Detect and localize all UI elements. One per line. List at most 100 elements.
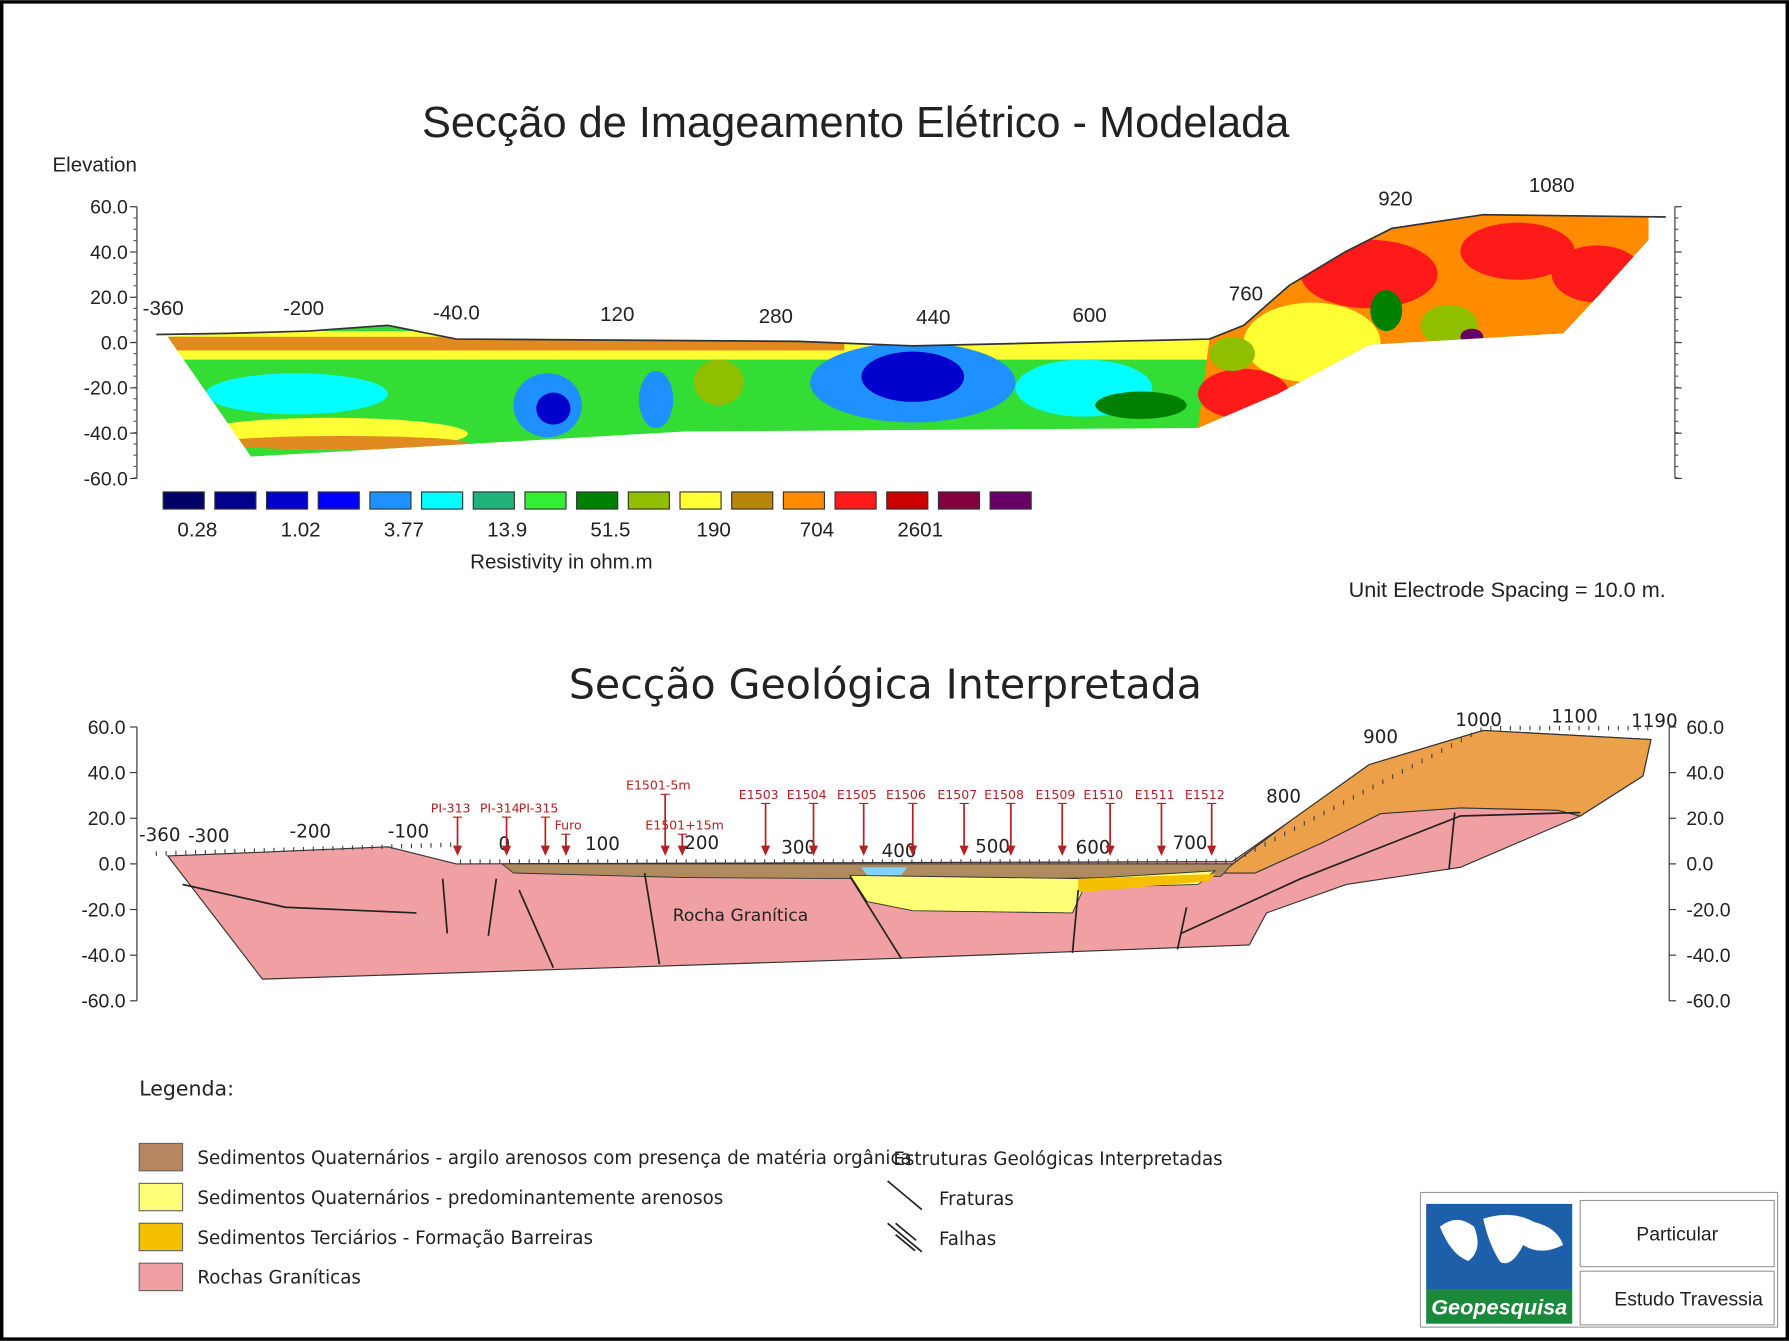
y-axis-label: Elevation bbox=[52, 153, 136, 176]
well-head bbox=[502, 845, 512, 856]
y-tick-label: 20.0 bbox=[90, 287, 128, 309]
well-label: E1501-5m bbox=[626, 778, 691, 793]
x-tick-label: -40.0 bbox=[433, 302, 480, 325]
legend-swatch bbox=[138, 1142, 184, 1172]
well-head bbox=[1006, 845, 1016, 856]
x-tick-label: 600 bbox=[1076, 838, 1111, 859]
y-tick-label-right: 60.0 bbox=[1686, 717, 1724, 739]
scale-swatch bbox=[731, 491, 774, 510]
scale-swatch bbox=[679, 491, 722, 510]
title-block bbox=[1419, 1191, 1779, 1328]
scale-swatch bbox=[214, 491, 257, 510]
x-tick-label: 500 bbox=[975, 836, 1010, 857]
tertiary-sediments bbox=[1219, 729, 1652, 874]
x-tick-label: 120 bbox=[600, 303, 634, 326]
legend-swatch bbox=[138, 1262, 184, 1292]
x-tick-label: 920 bbox=[1378, 188, 1412, 211]
project-cell bbox=[1579, 1270, 1775, 1326]
y-tick-label: -20.0 bbox=[81, 899, 125, 921]
well-label: E1506 bbox=[886, 787, 926, 802]
well-head bbox=[677, 845, 687, 856]
scale-label: 1.02 bbox=[281, 518, 321, 541]
scale-swatch bbox=[782, 491, 826, 510]
well-head bbox=[1105, 845, 1115, 856]
well-head bbox=[1207, 845, 1217, 856]
y-tick-label: -40.0 bbox=[81, 945, 125, 967]
well-head bbox=[561, 845, 571, 856]
scale-swatch bbox=[162, 491, 205, 510]
client-cell bbox=[1579, 1199, 1775, 1268]
well-head bbox=[859, 845, 869, 856]
scale-swatch bbox=[937, 491, 981, 510]
scale-label: 3.77 bbox=[384, 518, 424, 541]
legend-title: Legenda: bbox=[139, 1077, 234, 1101]
legend-label: Sedimentos Terciários - Formação Barreir… bbox=[197, 1228, 593, 1249]
x-tick-label: 280 bbox=[759, 305, 793, 328]
scale-swatch bbox=[627, 491, 670, 510]
well-head bbox=[1156, 845, 1167, 856]
structure-label: Falhas bbox=[939, 1229, 996, 1250]
y-tick-label-right: -20.0 bbox=[1686, 899, 1730, 921]
scale-swatch bbox=[265, 491, 309, 510]
well-label: E1512 bbox=[1185, 787, 1225, 802]
fracture-symbol bbox=[887, 1180, 923, 1211]
x-tick-label: -300 bbox=[188, 826, 229, 847]
y-tick-label: -60.0 bbox=[81, 991, 125, 1013]
y-tick-label: 0.0 bbox=[101, 332, 128, 354]
fault-symbol bbox=[887, 1222, 923, 1253]
y-tick-label: 60.0 bbox=[90, 197, 128, 219]
y-tick-label: -60.0 bbox=[84, 468, 128, 490]
structures-title: Estruturas Geológicas Interpretadas bbox=[893, 1149, 1222, 1170]
scale-swatch bbox=[886, 491, 929, 510]
x-tick-label: 800 bbox=[1266, 786, 1301, 807]
y-tick-label-right: 20.0 bbox=[1686, 808, 1724, 830]
x-tick-label: 400 bbox=[882, 841, 917, 862]
y-tick-label-right: -40.0 bbox=[1686, 945, 1730, 967]
scale-label: 13.9 bbox=[487, 518, 527, 541]
well-label: PI-315 bbox=[519, 801, 559, 816]
well-label: E1511 bbox=[1135, 787, 1175, 802]
legend-swatch bbox=[138, 1182, 184, 1212]
scale-swatch bbox=[576, 491, 619, 510]
x-tick-label: -200 bbox=[283, 297, 324, 320]
well-head bbox=[959, 845, 969, 856]
x-tick-label: -360 bbox=[139, 825, 180, 846]
y-tick-label: 20.0 bbox=[88, 808, 126, 830]
well-label: E1503 bbox=[739, 787, 779, 802]
y-tick-label-right: 0.0 bbox=[1686, 854, 1713, 876]
well-label: E1504 bbox=[787, 787, 827, 802]
well-head bbox=[761, 845, 771, 856]
scale-swatch bbox=[421, 491, 464, 510]
logo-brand: Geopesquisa bbox=[1431, 1295, 1567, 1320]
well-label: E1510 bbox=[1083, 787, 1123, 802]
y-tick-label: -20.0 bbox=[84, 378, 128, 400]
scale-label: 0.28 bbox=[177, 518, 217, 541]
project: Estudo Travessia bbox=[1614, 1288, 1763, 1310]
rock-label: Rocha Granítica bbox=[673, 906, 809, 926]
well-label: E1509 bbox=[1035, 787, 1075, 802]
well-label: E1505 bbox=[837, 787, 877, 802]
logo-band bbox=[1426, 1289, 1573, 1324]
x-tick-label: 1000 bbox=[1455, 710, 1501, 731]
fractures bbox=[182, 811, 1581, 969]
scale-swatch bbox=[472, 491, 515, 510]
well-head bbox=[660, 845, 670, 856]
legend-label: Sedimentos Quaternários - argilo arenoso… bbox=[197, 1148, 911, 1169]
legend-label: Sedimentos Quaternários - predominanteme… bbox=[197, 1188, 723, 1209]
scale-label: 190 bbox=[697, 518, 731, 541]
well-head bbox=[908, 845, 918, 856]
bottom-title: Secção Geológica Interpretada bbox=[569, 660, 1202, 708]
x-tick-label: 440 bbox=[916, 306, 950, 329]
x-tick-label: 100 bbox=[585, 834, 620, 855]
y-tick-label-right: -60.0 bbox=[1686, 991, 1730, 1013]
x-tick-label: -100 bbox=[388, 822, 429, 843]
scale-label: 704 bbox=[800, 518, 834, 541]
well-label: E1507 bbox=[937, 787, 977, 802]
scale-label: 51.5 bbox=[590, 518, 630, 541]
well-head bbox=[540, 845, 550, 856]
well-head bbox=[452, 845, 463, 856]
well-head bbox=[1057, 845, 1067, 856]
well-label: PI-314 bbox=[480, 801, 520, 816]
x-tick-label: -200 bbox=[290, 822, 331, 843]
scale-swatch bbox=[317, 491, 360, 510]
